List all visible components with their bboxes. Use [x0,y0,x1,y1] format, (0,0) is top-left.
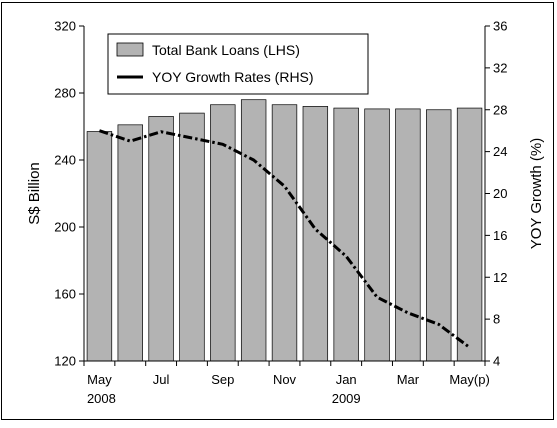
y-right-tick-label-5: 24 [493,144,507,159]
x-tick-label-0: May [87,372,112,387]
x-tick-label-6: Nov [273,372,297,387]
x-tick-sublabel-0: 2008 [87,391,116,406]
y-right-tick-label-7: 32 [493,60,507,75]
y-left-tick-label-5: 320 [54,19,76,34]
y-left-axis-label: S$ Billion [26,162,43,225]
bar-9 [365,109,390,361]
y-right-tick-label-8: 36 [493,19,507,34]
y-right-tick-label-1: 8 [493,312,500,327]
legend-label-bars: Total Bank Loans (LHS) [152,42,300,58]
y-right-tick-label-0: 4 [493,354,500,369]
legend-label-line: YOY Growth Rates (RHS) [152,69,314,85]
y-right-tick-label-2: 12 [493,270,507,285]
x-tick-label-10: Mar [397,372,420,387]
x-tick-label-12: May(p) [449,372,489,387]
y-right-axis-label: YOY Growth (%) [528,138,545,249]
y-right-tick-label-3: 16 [493,228,507,243]
y-right-tick-label-4: 20 [493,186,507,201]
bar-5 [241,100,266,361]
bar-12 [457,108,482,361]
x-tick-sublabel-8: 2009 [332,391,361,406]
legend-swatch-bars [117,43,143,56]
x-tick-label-8: Jan [336,372,357,387]
x-tick-label-2: Jul [153,372,170,387]
y-left-tick-label-2: 200 [54,220,76,235]
bar-2 [149,116,174,361]
y-left-tick-label-1: 160 [54,287,76,302]
y-right-tick-label-6: 28 [493,102,507,117]
y-left-tick-label-0: 120 [54,354,76,369]
bar-6 [272,105,297,361]
bar-10 [396,109,421,361]
y-left-tick-label-3: 240 [54,153,76,168]
y-left-tick-label-4: 280 [54,86,76,101]
x-tick-label-4: Sep [211,372,234,387]
bar-3 [180,113,205,361]
bar-8 [334,108,359,361]
bar-0 [87,132,112,361]
bar-7 [303,106,328,361]
bar-1 [118,125,143,361]
